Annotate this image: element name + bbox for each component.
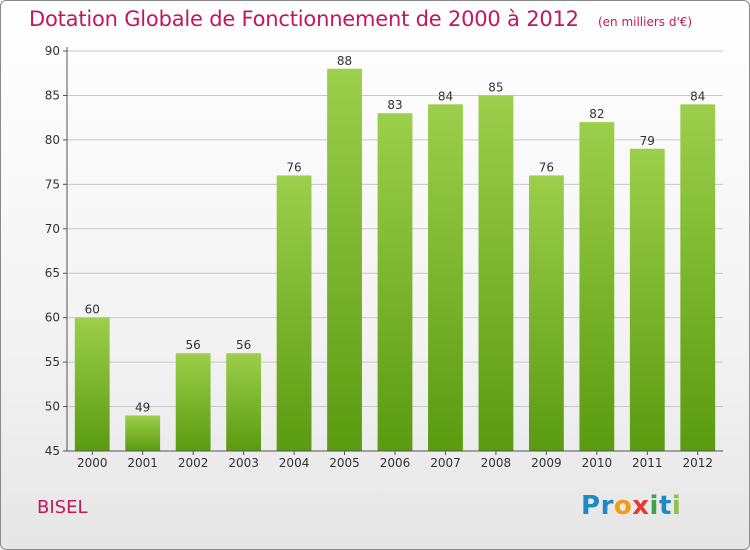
x-tick-label: 2010	[582, 456, 613, 470]
logo-letter: i	[649, 491, 659, 521]
x-tick-label: 2002	[178, 456, 209, 470]
y-tick-label: 90	[45, 44, 60, 58]
value-label: 84	[690, 89, 705, 103]
x-tick-label: 2000	[77, 456, 108, 470]
y-tick-label: 50	[45, 400, 60, 414]
y-tick-label: 45	[45, 444, 60, 458]
value-label: 85	[488, 80, 503, 94]
logo-letter: x	[632, 491, 650, 521]
x-tick-label: 2012	[682, 456, 713, 470]
bar-2011	[629, 148, 665, 451]
bar-2010	[579, 122, 615, 451]
y-tick-label: 60	[45, 311, 60, 325]
value-label: 56	[186, 338, 201, 352]
chart-unit: (en milliers d'€)	[597, 15, 693, 29]
value-label: 79	[640, 134, 655, 148]
x-tick-label: 2003	[228, 456, 259, 470]
commune-name: BISEL	[37, 497, 88, 518]
x-tick-label: 2006	[380, 456, 411, 470]
bar-2012	[680, 104, 716, 451]
x-tick-label: 2007	[430, 456, 461, 470]
logo-letter: t	[658, 491, 672, 521]
bar-2006	[377, 113, 413, 451]
proxiti-logo: Proxiti	[581, 491, 681, 521]
value-label: 82	[589, 107, 604, 121]
bar-2003	[226, 353, 262, 451]
bar-2001	[125, 415, 161, 451]
y-tick-label: 65	[45, 266, 60, 280]
bar-2008	[478, 95, 514, 451]
bar-2005	[327, 68, 362, 452]
value-label: 88	[337, 54, 352, 68]
y-tick-label: 75	[45, 177, 60, 191]
y-tick-label: 80	[45, 133, 60, 147]
bar-2004	[276, 175, 312, 451]
value-label: 49	[135, 400, 150, 414]
x-tick-label: 2011	[632, 456, 663, 470]
value-label: 56	[236, 338, 251, 352]
bars	[74, 68, 716, 452]
x-tick-label: 2004	[279, 456, 310, 470]
bar-2007	[428, 104, 463, 451]
logo-letter: P	[581, 491, 601, 521]
y-tick-label: 70	[45, 222, 60, 236]
y-tick-label: 85	[45, 88, 60, 102]
logo-letter: i	[671, 491, 682, 521]
title-row: Dotation Globale de Fonctionnement de 20…	[29, 7, 692, 31]
bar-2000	[74, 317, 110, 451]
logo-letter: o	[613, 491, 633, 521]
axes: 45 50 55 60 65 70 75 80 85 90 2000 2001 2002 2003 2004…	[45, 44, 723, 470]
value-label: 76	[539, 160, 554, 174]
value-label: 76	[286, 160, 301, 174]
chart-title: Dotation Globale de Fonctionnement de 20…	[29, 7, 579, 31]
x-tick-label: 2008	[481, 456, 512, 470]
value-label: 84	[438, 89, 453, 103]
bar-2002	[175, 353, 211, 451]
value-label: 83	[387, 98, 402, 112]
bar-2009	[528, 175, 564, 451]
x-tick-label: 2009	[531, 456, 562, 470]
x-tick-label: 2005	[329, 456, 360, 470]
y-tick-label: 55	[45, 355, 60, 369]
x-tick-label: 2001	[127, 456, 158, 470]
labels: 60 49 56 56 76 88 83 84 85 76 82 79 84	[85, 54, 706, 415]
logo-letter: r	[600, 491, 614, 521]
value-label: 60	[85, 303, 100, 317]
